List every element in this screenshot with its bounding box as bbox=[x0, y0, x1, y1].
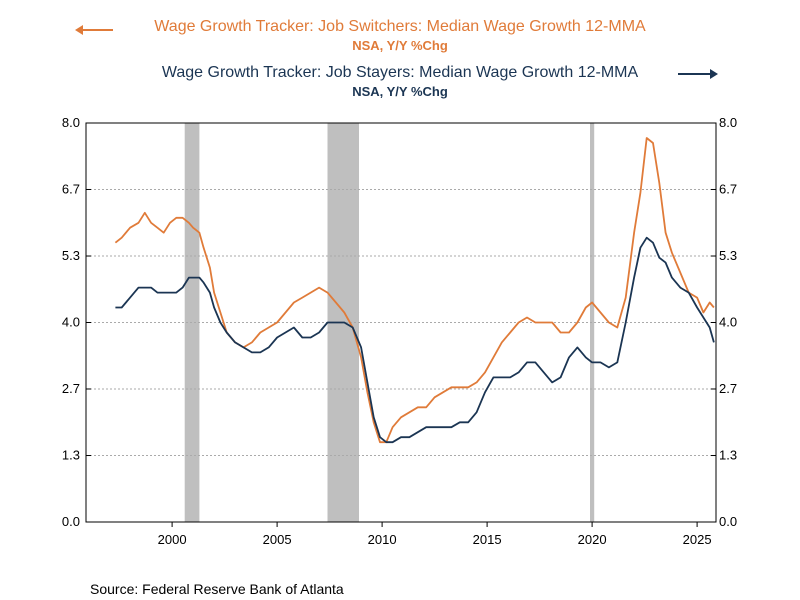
legend-stayers-units: NSA, Y/Y %Chg bbox=[352, 84, 448, 99]
stayers-line bbox=[115, 236, 715, 444]
x-tick-label-0: 2000 bbox=[158, 532, 187, 547]
legend-switchers-subtitle: NSA, Y/Y %Chg bbox=[0, 38, 800, 53]
y-tick-label-left-5: 6.7 bbox=[62, 181, 80, 196]
y-tick-label-left-2: 2.7 bbox=[62, 381, 80, 396]
source-note: Source: Federal Reserve Bank of Atlanta bbox=[90, 581, 344, 597]
y-tick-label-left-0: 0.0 bbox=[62, 514, 80, 529]
y-tick-label-right-0: 0.0 bbox=[719, 514, 737, 529]
y-tick-label-right-5: 6.7 bbox=[719, 181, 737, 196]
x-tick-label-4: 2020 bbox=[578, 532, 607, 547]
legend-switchers-title: Wage Growth Tracker: Job Switchers: Medi… bbox=[0, 18, 800, 36]
x-tick-label-5: 2025 bbox=[683, 532, 712, 547]
switchers-line bbox=[114, 137, 715, 444]
legend-switchers-units: NSA, Y/Y %Chg bbox=[352, 38, 448, 53]
recession-band-2 bbox=[590, 123, 595, 522]
y-tick-label-left-1: 1.3 bbox=[62, 448, 80, 463]
right-arrow-icon bbox=[678, 69, 718, 79]
legend-stayers-label: Wage Growth Tracker: Job Stayers: Median… bbox=[161, 64, 639, 81]
legend-stayers-subtitle: NSA, Y/Y %Chg bbox=[0, 84, 800, 99]
x-tick-label-2: 2010 bbox=[368, 532, 397, 547]
legend-switchers-label: Wage Growth Tracker: Job Switchers: Medi… bbox=[154, 18, 646, 35]
y-tick-label-left-3: 4.0 bbox=[62, 315, 80, 330]
y-tick-label-right-4: 5.3 bbox=[719, 248, 737, 263]
y-tick-label-right-1: 1.3 bbox=[719, 448, 737, 463]
left-arrow-icon bbox=[75, 25, 113, 35]
x-tick-label-3: 2015 bbox=[473, 532, 502, 547]
plot-frame bbox=[85, 122, 717, 523]
y-tick-label-right-3: 4.0 bbox=[719, 315, 737, 330]
y-tick-label-left-4: 5.3 bbox=[62, 248, 80, 263]
legend-stayers-title: Wage Growth Tracker: Job Stayers: Median… bbox=[0, 64, 800, 82]
y-tick-label-right-6: 8.0 bbox=[719, 115, 737, 130]
y-tick-label-left-6: 8.0 bbox=[62, 115, 80, 130]
x-tick-label-1: 2005 bbox=[263, 532, 292, 547]
y-tick-label-right-2: 2.7 bbox=[719, 381, 737, 396]
